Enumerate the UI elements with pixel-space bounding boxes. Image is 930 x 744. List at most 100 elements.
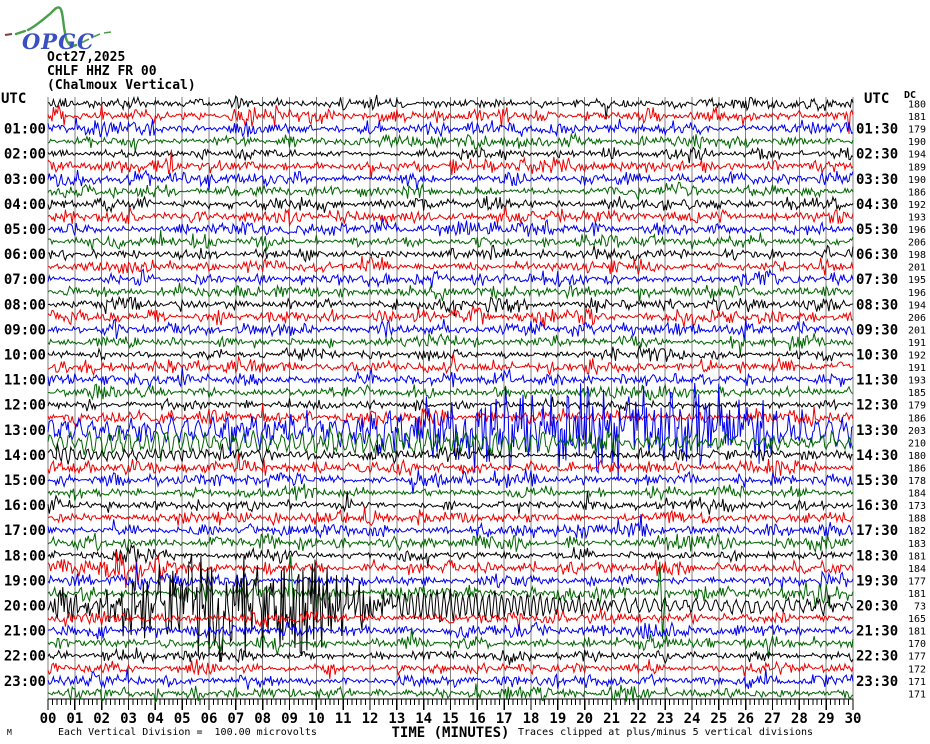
left-time-label: 12:00: [4, 398, 46, 414]
trace-row: [47, 627, 854, 657]
left-time-label: 15:00: [4, 473, 46, 489]
left-time-label: 10:00: [4, 348, 46, 364]
dc-value: 179: [908, 401, 926, 412]
dc-value: 201: [908, 263, 926, 274]
right-time-label: 19:30: [856, 573, 898, 589]
left-time-label: 20:00: [4, 599, 46, 615]
dc-value: 186: [908, 463, 926, 474]
dc-value: 194: [908, 150, 926, 161]
dc-value: 184: [908, 489, 926, 500]
left-time-label: 22:00: [4, 649, 46, 665]
right-time-label: 15:30: [856, 473, 898, 489]
trace-row: [47, 131, 854, 153]
trace-row: [47, 396, 854, 412]
right-time-label: 01:30: [856, 122, 898, 138]
trace-row: [47, 551, 854, 589]
utc-right-header: UTC: [864, 91, 890, 107]
right-time-label: 16:30: [856, 498, 898, 514]
trace-row: [47, 344, 854, 362]
dc-value: 194: [908, 300, 926, 311]
right-time-label: 13:30: [856, 423, 898, 439]
x-tick-label: 19: [549, 711, 566, 727]
dc-value: 178: [908, 476, 926, 487]
x-tick-label: 22: [630, 711, 647, 727]
dc-value: 181: [908, 551, 926, 562]
x-tick-label: 09: [281, 711, 298, 727]
date-label: Oct27,2025: [47, 50, 126, 65]
dc-value: 201: [908, 325, 926, 336]
trace-row: [47, 453, 854, 479]
dc-value: 188: [908, 514, 926, 525]
trace-row: [47, 181, 854, 202]
x-tick-label: 12: [362, 711, 379, 727]
trace-row: [47, 469, 854, 495]
right-time-label: 21:30: [856, 624, 898, 640]
x-tick-label: 14: [415, 711, 432, 727]
x-tick-label: 16: [469, 711, 486, 727]
trace-row: [47, 483, 854, 502]
footer-scale-label: Each Vertical Division = 100.00 microvol…: [58, 727, 317, 738]
trace-row: [47, 117, 854, 138]
dc-value: 186: [908, 413, 926, 424]
utc-left-header: UTC: [1, 91, 27, 107]
right-time-label: 11:30: [856, 373, 898, 389]
dc-value: 73: [914, 602, 926, 613]
micro-mark: M: [7, 728, 12, 737]
trace-row: [47, 668, 854, 690]
x-tick-label: 01: [66, 711, 83, 727]
logo-text: OPGC: [22, 29, 95, 54]
left-time-label: 19:00: [4, 573, 46, 589]
dc-value: 206: [908, 238, 926, 249]
right-time-label: 14:30: [856, 448, 898, 464]
x-tick-label: 05: [174, 711, 191, 727]
station-code-label: CHLF HHZ FR 00: [47, 64, 157, 79]
trace-row: [47, 366, 854, 389]
trace-row: [47, 425, 854, 462]
x-tick-label: 27: [764, 711, 781, 727]
logo-dash-left-icon: [4, 33, 13, 36]
dc-value: 180: [908, 451, 926, 462]
dc-header: DC: [904, 90, 917, 101]
dc-value: 181: [908, 112, 926, 123]
x-tick-label: 24: [684, 711, 701, 727]
dc-value: 191: [908, 338, 926, 349]
dc-value: 170: [908, 639, 926, 650]
trace-row: [47, 169, 854, 191]
dc-value: 198: [908, 250, 926, 261]
right-time-label: 22:30: [856, 649, 898, 665]
dc-value: 206: [908, 313, 926, 324]
x-tick-label: 08: [254, 711, 271, 727]
footer-clip-label: Traces clipped at plus/minus 5 vertical …: [518, 727, 814, 738]
trace-row: [47, 553, 854, 662]
x-tick-label: 02: [93, 711, 110, 727]
left-time-label: 21:00: [4, 624, 46, 640]
dc-value: 195: [908, 275, 926, 286]
x-tick-label: 29: [818, 711, 835, 727]
trace-row: [47, 282, 854, 302]
x-tick-label: 25: [710, 711, 727, 727]
trace-row: [47, 403, 854, 435]
dc-value: 190: [908, 175, 926, 186]
trace-row: [47, 331, 854, 356]
left-time-label: 05:00: [4, 222, 46, 238]
left-time-label: 02:00: [4, 147, 46, 163]
dc-value: 181: [908, 589, 926, 600]
x-tick-label: 20: [576, 711, 593, 727]
trace-row: [47, 195, 854, 214]
dc-value: 184: [908, 564, 926, 575]
trace-row: [47, 146, 854, 164]
x-tick-label: 23: [657, 711, 674, 727]
dc-value: 171: [908, 689, 926, 700]
right-time-label: 18:30: [856, 548, 898, 564]
trace-row: [47, 244, 854, 263]
left-time-label: 16:00: [4, 498, 46, 514]
left-time-label: 09:00: [4, 322, 46, 338]
left-time-label: 03:00: [4, 172, 46, 188]
left-time-label: 01:00: [4, 122, 46, 138]
trace-row: [47, 149, 854, 178]
x-tick-label: 21: [603, 711, 620, 727]
station-name-label: (Chalmoux Vertical): [47, 78, 196, 93]
trace-row: [47, 255, 854, 276]
dc-value: 182: [908, 526, 926, 537]
dc-value: 210: [908, 438, 926, 449]
